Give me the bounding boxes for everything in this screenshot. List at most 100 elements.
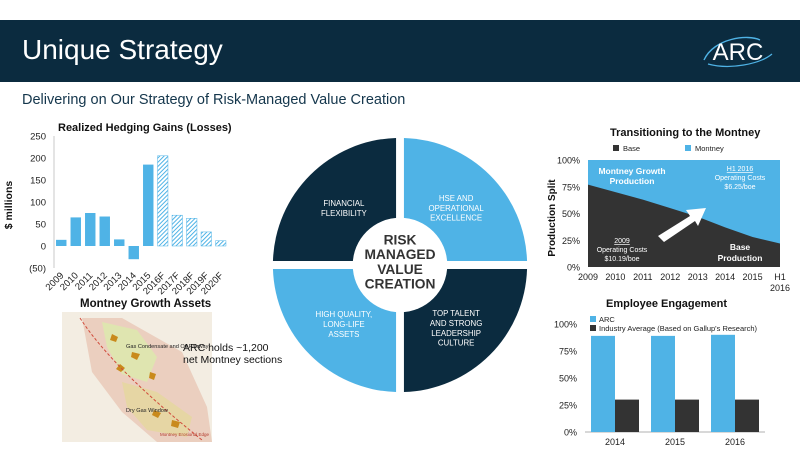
hedging-bar	[171, 214, 183, 247]
legend-label-industry: Industry Average (Based on Gallup's Rese…	[599, 324, 758, 333]
montney-y-tick-label: 75%	[562, 182, 580, 192]
montney-growth-label: Production	[610, 176, 655, 186]
montney-x-tick-label: 2010	[605, 272, 625, 282]
hedging-y-tick-label: 200	[30, 154, 46, 165]
wheel-quadrant-bottom-right	[403, 268, 528, 393]
montney-x-tick-label: 2012	[660, 272, 680, 282]
montney-area	[588, 160, 780, 244]
montney-x-tick-label: 2016	[770, 283, 790, 293]
wheel-bottom-right-line-3: LEADERSHIP	[431, 329, 481, 338]
engagement-bar-industry	[615, 399, 639, 432]
hedging-bar	[56, 239, 67, 246]
arc-logo: ARC	[690, 30, 790, 74]
y2009-cost: Operating Costs	[597, 247, 648, 254]
montney-x-tick-label: H1	[774, 272, 786, 282]
wheel-top-left-line-2: FLEXIBILITY	[321, 209, 368, 218]
hedging-y-tick-label: 100	[30, 198, 46, 209]
y2009-cost: $10.19/boe	[604, 256, 639, 263]
wheel-bottom-right-line-1: TOP TALENT	[432, 309, 480, 318]
montney-x-tick-label: 2014	[715, 272, 735, 282]
h1-2016-cost: $6.25/boe	[724, 184, 755, 191]
hedging-y-tick-label: 150	[30, 176, 46, 187]
wheel-quadrant-top-right	[403, 137, 528, 262]
strategy-wheel: RISK MANAGED VALUE CREATION FINANCIAL FL…	[272, 137, 528, 393]
map-label-fairway: Gas Condensate and Oil Fairway	[126, 344, 209, 350]
growth-arrow-icon	[658, 208, 706, 242]
montney-y-tick-label: 50%	[562, 209, 580, 219]
montney-y-tick-label: 25%	[562, 236, 580, 246]
wheel-center-line-1: RISK	[384, 232, 417, 247]
logo-text: ARC	[713, 39, 764, 66]
montney-x-tick-label: 2009	[578, 272, 598, 282]
hedging-bar	[143, 164, 154, 246]
engagement-y-tick-label: 25%	[559, 401, 577, 411]
legend-label-arc: ARC	[599, 315, 615, 324]
legend-label-montney: Montney	[695, 144, 724, 153]
legend-swatch-montney	[685, 145, 691, 151]
map-label-dry-gas: Dry Gas Window	[126, 408, 169, 414]
engagement-bar-industry	[675, 399, 699, 432]
legend-swatch-industry	[590, 325, 596, 331]
engagement-bar-industry	[735, 399, 759, 432]
montney-y-axis-label: Production Split	[547, 179, 558, 257]
wheel-center-line-3: VALUE	[377, 262, 423, 277]
map-caption: ARC holds ~1,200 net Montney sections	[183, 342, 283, 366]
hedging-y-tick-label: (50)	[29, 264, 46, 275]
legend-label-base: Base	[623, 144, 640, 153]
wheel-bottom-left-line-3: ASSETS	[328, 330, 359, 339]
y2009-header: 2009	[614, 238, 630, 245]
wheel-bottom-right-line-4: CULTURE	[438, 339, 475, 348]
engagement-chart-title: Employee Engagement	[606, 298, 728, 310]
engagement-x-tick-label: 2016	[725, 437, 745, 447]
h1-2016-header: H1 2016	[727, 166, 754, 173]
hedging-bar	[85, 213, 96, 246]
legend-swatch-base	[613, 145, 619, 151]
engagement-y-tick-label: 100%	[554, 320, 577, 330]
montney-x-tick-label: 2011	[633, 272, 652, 282]
base-production-label: Production	[718, 253, 763, 263]
wheel-top-right-line-1: HSE AND	[439, 194, 474, 203]
wheel-top-right-line-2: OPERATIONAL	[428, 204, 484, 213]
wheel-center-line-2: MANAGED	[364, 247, 435, 262]
montney-x-tick-label: 2013	[688, 272, 708, 282]
hedging-y-axis-label: $ millions	[3, 181, 15, 230]
hedging-bar	[215, 240, 227, 247]
wheel-quadrant-top-left	[272, 137, 397, 262]
legend-swatch-arc	[590, 316, 596, 322]
wheel-bottom-right-line-2: AND STRONG	[430, 319, 482, 328]
engagement-x-tick-label: 2015	[665, 437, 685, 447]
engagement-x-tick-label: 2014	[605, 437, 625, 447]
montney-growth-label: Montney Growth	[598, 166, 665, 176]
hedging-bar	[157, 155, 169, 247]
wheel-quadrant-bottom-left	[272, 268, 397, 393]
map-label-erosional-edge: Montney Erosional Edge	[160, 432, 210, 437]
montney-chart: Base Montney 100%75%50%25%0%2009 2010 2011 2…	[547, 144, 790, 293]
hedging-y-tick-label: 250	[30, 132, 46, 143]
wheel-top-right-line-3: EXCELLENCE	[430, 214, 482, 223]
engagement-y-tick-label: 50%	[559, 374, 577, 384]
hedging-bar	[186, 218, 198, 247]
hedging-chart-title: Realized Hedging Gains (Losses)	[58, 122, 232, 134]
hedging-bar	[128, 246, 139, 260]
montney-y-tick-label: 100%	[557, 156, 580, 166]
wheel-top-left-line-1: FINANCIAL	[323, 199, 365, 208]
title-bar	[0, 20, 800, 82]
montney-y-tick-label: 0%	[567, 263, 580, 273]
hedging-y-tick-label: 50	[35, 220, 46, 231]
hedging-bar	[200, 231, 212, 247]
hedging-bar	[114, 239, 125, 246]
engagement-y-tick-label: 75%	[559, 347, 577, 357]
base-production-label: Base	[730, 242, 751, 252]
page-subtitle: Delivering on Our Strategy of Risk-Manag…	[22, 92, 406, 108]
engagement-y-tick-label: 0%	[564, 428, 577, 438]
wheel-bottom-left-line-2: LONG-LIFE	[323, 320, 365, 329]
montney-map: Gas Condensate and Oil Fairway Dry Gas W…	[62, 312, 212, 442]
page-title: Unique Strategy	[22, 34, 223, 65]
wheel-bottom-left-line-1: HIGH QUALITY,	[316, 310, 373, 319]
montney-chart-title: Transitioning to the Montney	[610, 127, 761, 139]
montney-x-tick-label: 2015	[743, 272, 763, 282]
wheel-center-line-4: CREATION	[365, 277, 436, 292]
engagement-bar-arc	[591, 335, 615, 432]
